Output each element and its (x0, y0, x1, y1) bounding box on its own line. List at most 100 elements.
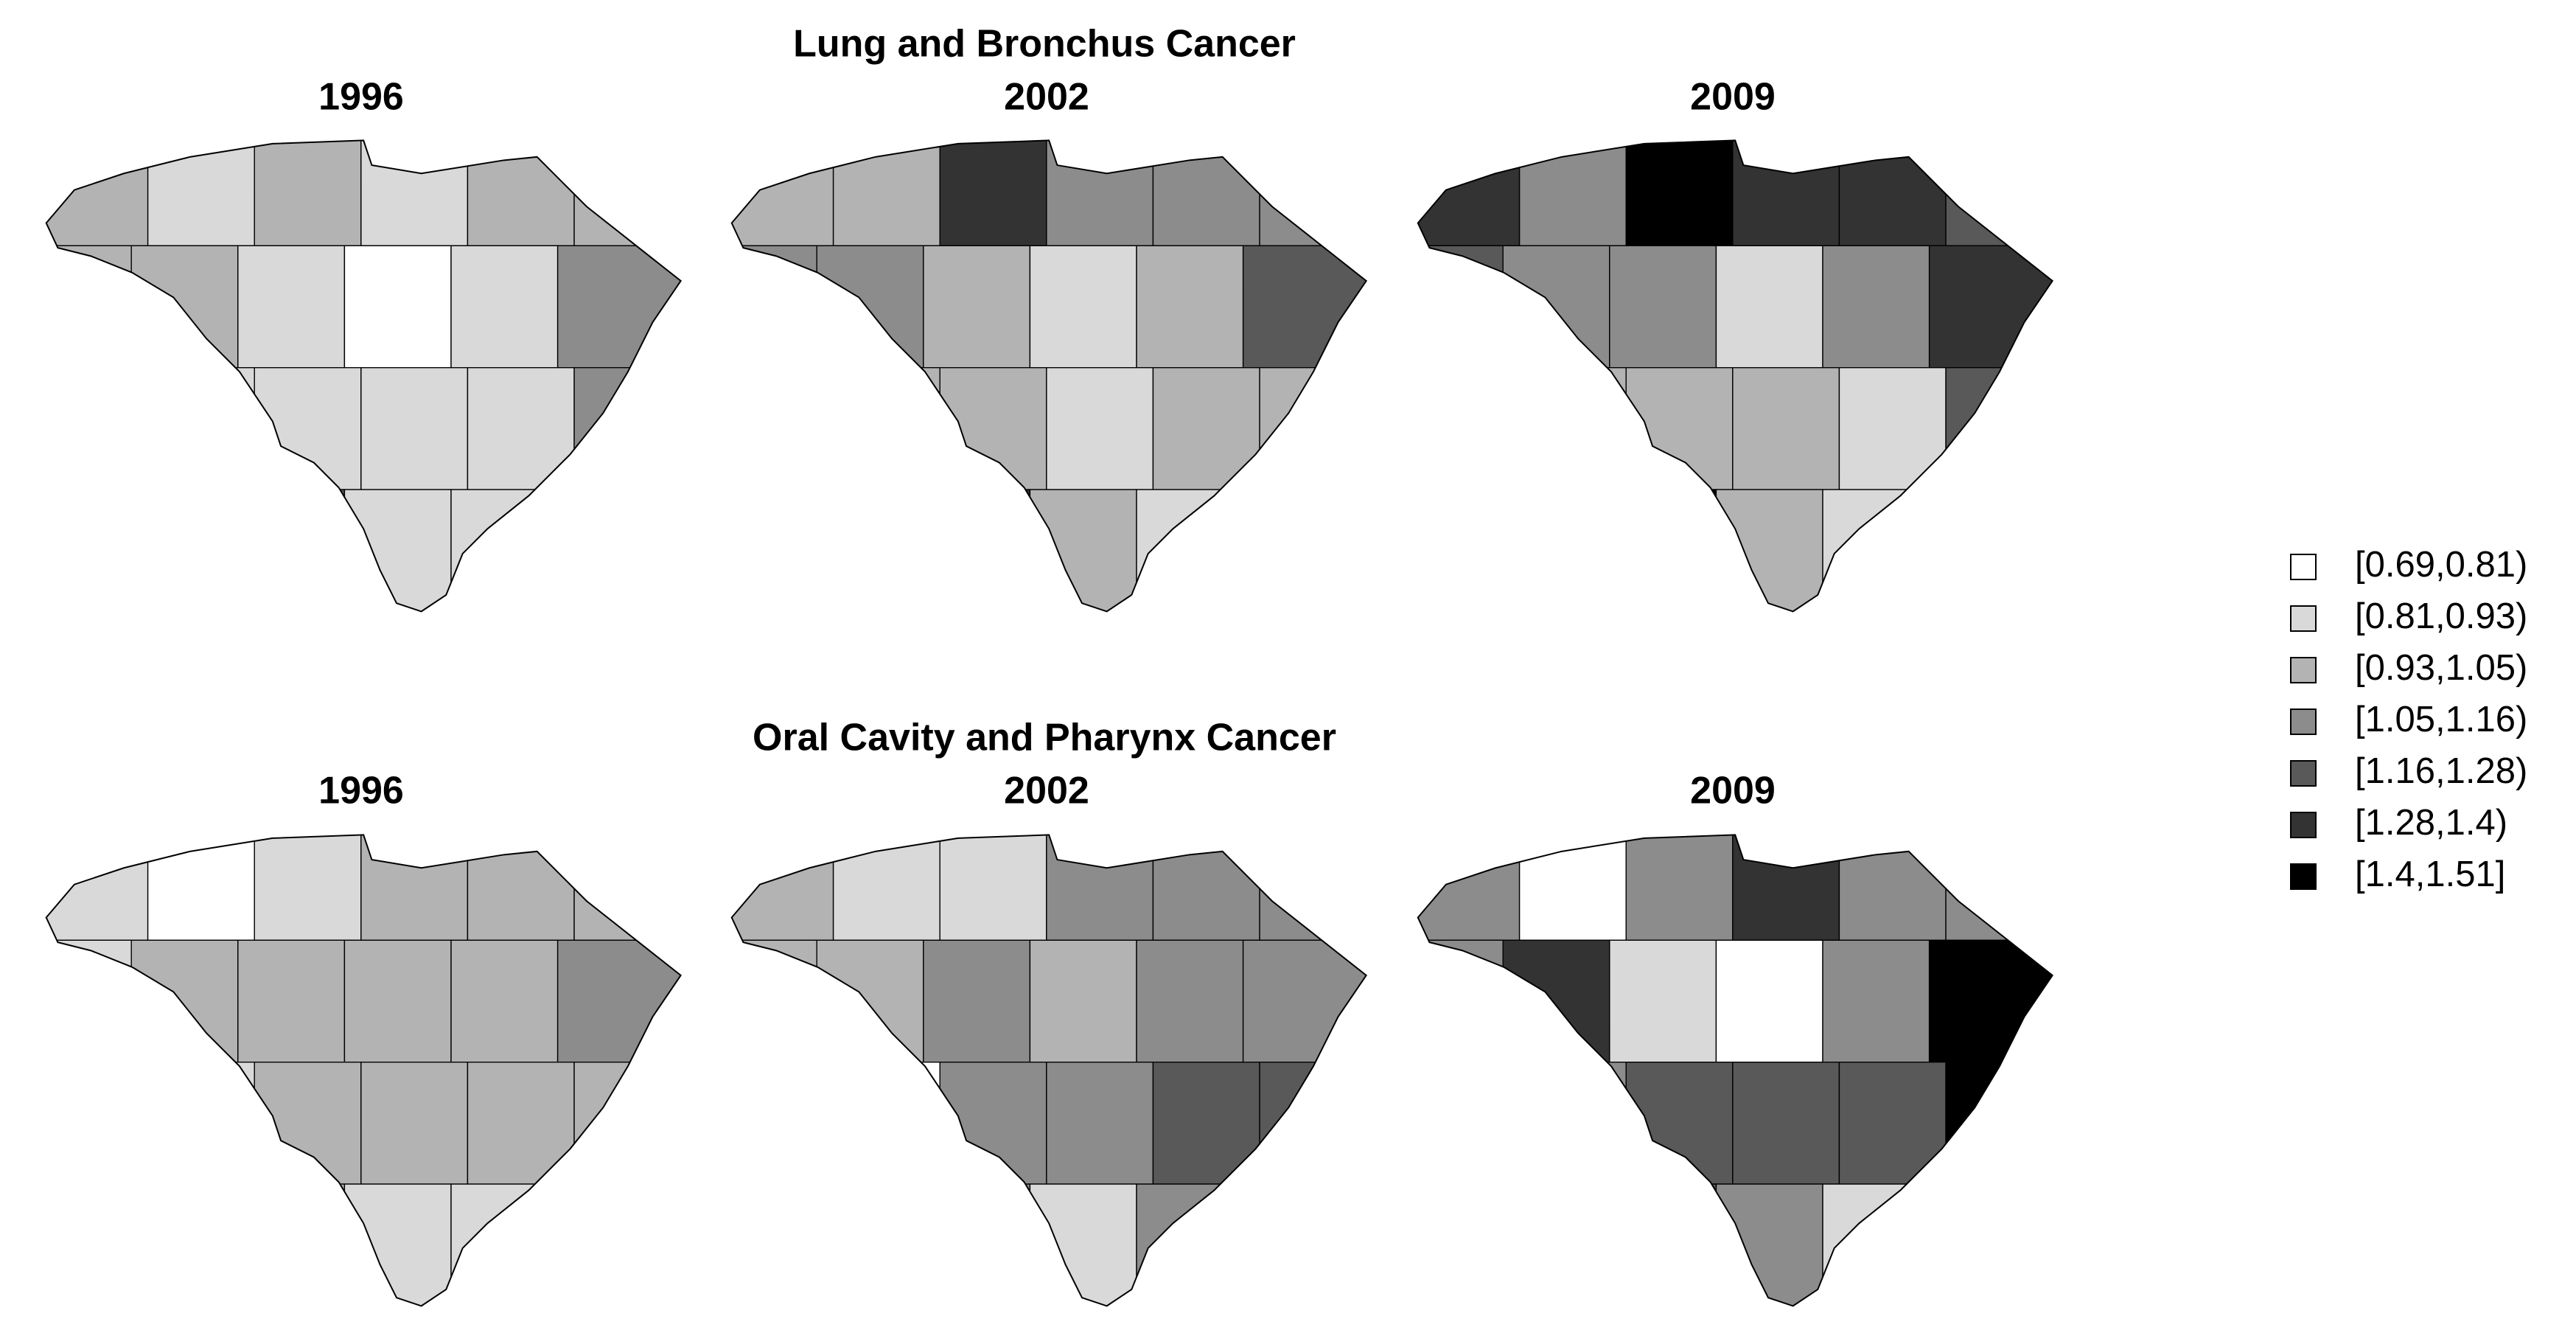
county-region (558, 940, 681, 1062)
county-region (238, 490, 345, 612)
county-region (1243, 490, 1366, 612)
county-region (1417, 246, 1504, 367)
county-region (344, 940, 451, 1062)
county-region (254, 140, 361, 246)
county-region (238, 1184, 345, 1306)
county-region (344, 490, 451, 612)
county-region (1047, 835, 1153, 940)
county-region (1047, 140, 1153, 246)
county-region (1716, 1184, 1823, 1306)
county-region (817, 1184, 924, 1306)
county-region (1930, 490, 2053, 612)
county-region (1243, 1184, 1366, 1306)
county-region (1030, 490, 1137, 612)
county-region (361, 140, 468, 246)
state-outline (46, 140, 681, 611)
county-region (1823, 490, 1930, 612)
legend-label: [1.28,1.4) (2355, 803, 2507, 843)
county-region (131, 490, 238, 612)
county-region (1503, 246, 1610, 367)
county-region (1417, 140, 1520, 246)
state-outline (732, 140, 1366, 611)
legend-swatch (2290, 657, 2317, 683)
county-region (1260, 1062, 1366, 1184)
county-region (1047, 368, 1153, 490)
county-region (1930, 1184, 2053, 1306)
county-region (1137, 246, 1243, 367)
county-region (1946, 1062, 2053, 1184)
county-region (924, 246, 1030, 367)
county-region (940, 1062, 1047, 1184)
county-region (924, 1184, 1030, 1306)
county-region (46, 246, 132, 367)
county-region (1030, 246, 1137, 367)
county-region (1930, 940, 2053, 1062)
county-region (1716, 490, 1823, 612)
county-region (940, 368, 1047, 490)
legend-label: [0.93,1.05) (2355, 648, 2527, 688)
county-region (1823, 246, 1930, 367)
county-region (1946, 140, 2053, 246)
county-region (254, 835, 361, 940)
county-region (1733, 140, 1840, 246)
county-region (1520, 368, 1627, 490)
county-region (1823, 940, 1930, 1062)
county-region (834, 1062, 940, 1184)
county-region (1243, 246, 1366, 367)
map (25, 124, 714, 611)
county-region (131, 940, 238, 1062)
county-region (1610, 1184, 1717, 1306)
county-region (451, 490, 558, 612)
county-region (1417, 940, 1504, 1062)
county-region (467, 368, 574, 490)
legend-swatch (2290, 554, 2317, 580)
map-year: 2002 (1004, 770, 1089, 812)
county-region (1626, 1062, 1733, 1184)
county-region (1137, 940, 1243, 1062)
county-region (1503, 490, 1610, 612)
county-region (1153, 140, 1260, 246)
county-region (924, 490, 1030, 612)
county-region (731, 368, 834, 490)
legend-swatch (2290, 863, 2317, 890)
county-region (834, 835, 940, 940)
map (1397, 818, 2086, 1306)
county-region (46, 835, 148, 940)
county-region (731, 246, 817, 367)
county-region (1153, 368, 1260, 490)
map (711, 818, 1400, 1306)
legend-label: [1.4,1.51] (2355, 854, 2505, 894)
county-region (344, 246, 451, 367)
county-region (1716, 940, 1823, 1062)
county-region (1839, 140, 1946, 246)
county-region (1417, 835, 1520, 940)
county-region (46, 1184, 132, 1306)
county-region (574, 140, 681, 246)
county-region (254, 1062, 361, 1184)
legend-swatch (2290, 605, 2317, 632)
county-region (1030, 940, 1137, 1062)
legend-swatch (2290, 812, 2317, 838)
county-region (834, 140, 940, 246)
county-region (1733, 368, 1840, 490)
legend-label: [1.16,1.28) (2355, 751, 2527, 791)
county-region (924, 940, 1030, 1062)
county-region (1839, 835, 1946, 940)
county-region (1503, 1184, 1610, 1306)
county-region (1610, 490, 1717, 612)
county-region (731, 835, 834, 940)
county-region (1047, 1062, 1153, 1184)
county-region (451, 246, 558, 367)
county-region (1520, 1062, 1627, 1184)
county-region (1153, 1062, 1260, 1184)
county-region (817, 246, 924, 367)
county-region (1733, 1062, 1840, 1184)
county-region (1417, 1062, 1520, 1184)
county-region (1243, 940, 1366, 1062)
county-region (574, 368, 681, 490)
county-region (731, 940, 817, 1062)
county-region (361, 835, 468, 940)
county-region (1946, 368, 2053, 490)
state-outline (46, 835, 681, 1306)
map-year: 2002 (1004, 76, 1089, 119)
